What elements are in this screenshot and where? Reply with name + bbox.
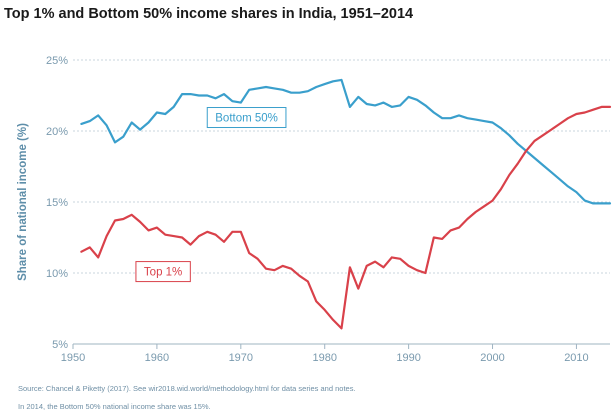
data-note-footnote: In 2014, the Bottom 50% national income … xyxy=(18,402,211,411)
x-tick-label: 2000 xyxy=(480,352,504,364)
y-tick-label: 10% xyxy=(46,268,68,280)
x-tick-label: 1980 xyxy=(312,352,336,364)
series-label-text: Bottom 50% xyxy=(215,113,278,125)
series-label-text: Top 1% xyxy=(144,267,182,279)
series-label-bottom-50: Bottom 50% xyxy=(206,107,287,129)
series-label-box xyxy=(135,261,191,283)
y-tick-label: 20% xyxy=(46,126,68,138)
x-tick-label: 1950 xyxy=(61,352,85,364)
chart-title: Top 1% and Bottom 50% income shares in I… xyxy=(4,6,414,22)
series-line-bottom-50 xyxy=(80,78,612,205)
x-tick-label: 2010 xyxy=(564,352,588,364)
x-tick-label: 1990 xyxy=(396,352,420,364)
grid-layer xyxy=(73,59,610,345)
series-layer xyxy=(80,78,612,330)
y-axis-title: Share of national income (%) xyxy=(17,123,29,281)
y-tick-label: 25% xyxy=(46,55,68,67)
series-label-box xyxy=(206,107,287,129)
axis-layer: 5% 10% 15% 20% 25% 1950 1960 1970 1980 1990 2000 20… xyxy=(17,55,610,364)
series-label-top-1: Top 1% xyxy=(135,261,191,283)
label-layer: Bottom 50% Top 1% xyxy=(135,107,287,283)
x-tick-label: 1970 xyxy=(229,352,253,364)
x-tick-label: 1960 xyxy=(145,352,169,364)
source-footnote: Source: Chancel & Piketty (2017). See wi… xyxy=(18,384,356,393)
y-tick-label: 15% xyxy=(46,197,68,209)
y-tick-label: 5% xyxy=(52,339,68,351)
series-line-top-1 xyxy=(80,105,612,330)
